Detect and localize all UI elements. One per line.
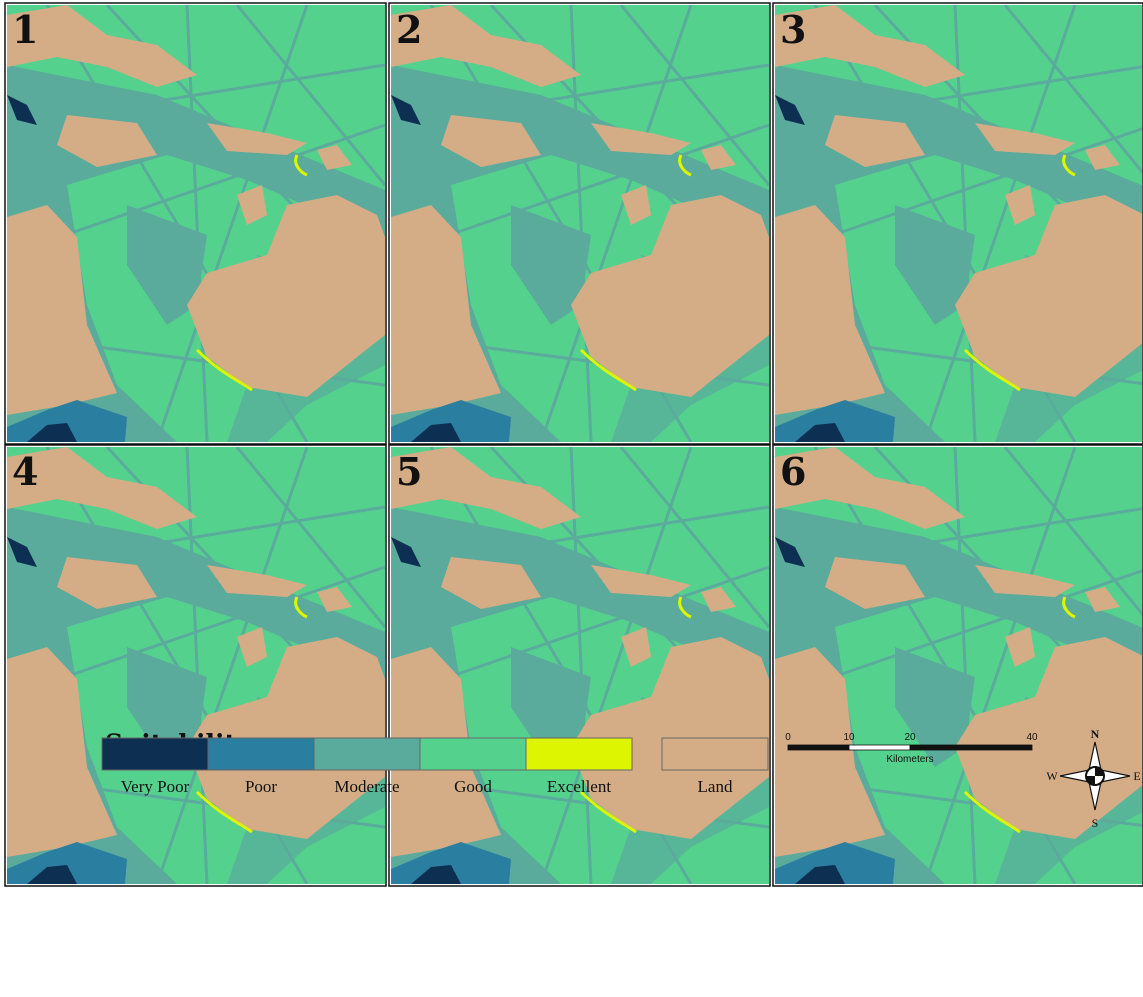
legend-swatch <box>102 738 208 770</box>
legend-label: Poor <box>245 777 277 796</box>
compass-n: N <box>1091 727 1100 741</box>
legend-label: Good <box>454 777 492 796</box>
compass-s: S <box>1092 816 1099 830</box>
scale-segment <box>849 745 910 750</box>
scale-tick-label: 10 <box>843 732 855 743</box>
legend-swatch <box>420 738 526 770</box>
scale-tick-label: 20 <box>904 732 916 743</box>
panel-label: 1 <box>12 7 38 52</box>
legend-swatch <box>314 738 420 770</box>
legend-label: Excellent <box>547 777 611 796</box>
legend-label: Very Poor <box>121 777 190 796</box>
map-panel <box>775 5 1143 442</box>
scale-tick-label: 0 <box>785 732 791 743</box>
scale-unit: Kilometers <box>886 754 933 765</box>
compass-w: W <box>1046 769 1058 783</box>
map-panel <box>7 447 385 884</box>
map-panel <box>775 447 1143 884</box>
map-panel <box>391 447 769 884</box>
legend-swatch <box>662 738 768 770</box>
legend-label: Land <box>698 777 733 796</box>
panel-label: 5 <box>396 449 422 494</box>
scale-tick-label: 40 <box>1026 732 1038 743</box>
map <box>7 5 385 442</box>
map <box>7 447 385 884</box>
scale-segment <box>910 745 1032 750</box>
map-panel <box>7 5 385 442</box>
legend-swatch <box>526 738 632 770</box>
map-panel <box>391 5 769 442</box>
panel-label: 4 <box>12 449 38 494</box>
map <box>775 5 1143 442</box>
map <box>391 447 769 884</box>
compass-e: E <box>1133 769 1140 783</box>
panel-label: 2 <box>396 7 422 52</box>
scale-segment <box>788 745 849 750</box>
panel-label: 6 <box>780 449 806 494</box>
figure: 123456 Suitability Very PoorPoorModerate… <box>0 0 1143 997</box>
legend-label: Moderate <box>334 777 399 796</box>
panel-label: 3 <box>780 7 806 52</box>
legend-swatch <box>208 738 314 770</box>
map <box>775 447 1143 884</box>
map <box>391 5 769 442</box>
